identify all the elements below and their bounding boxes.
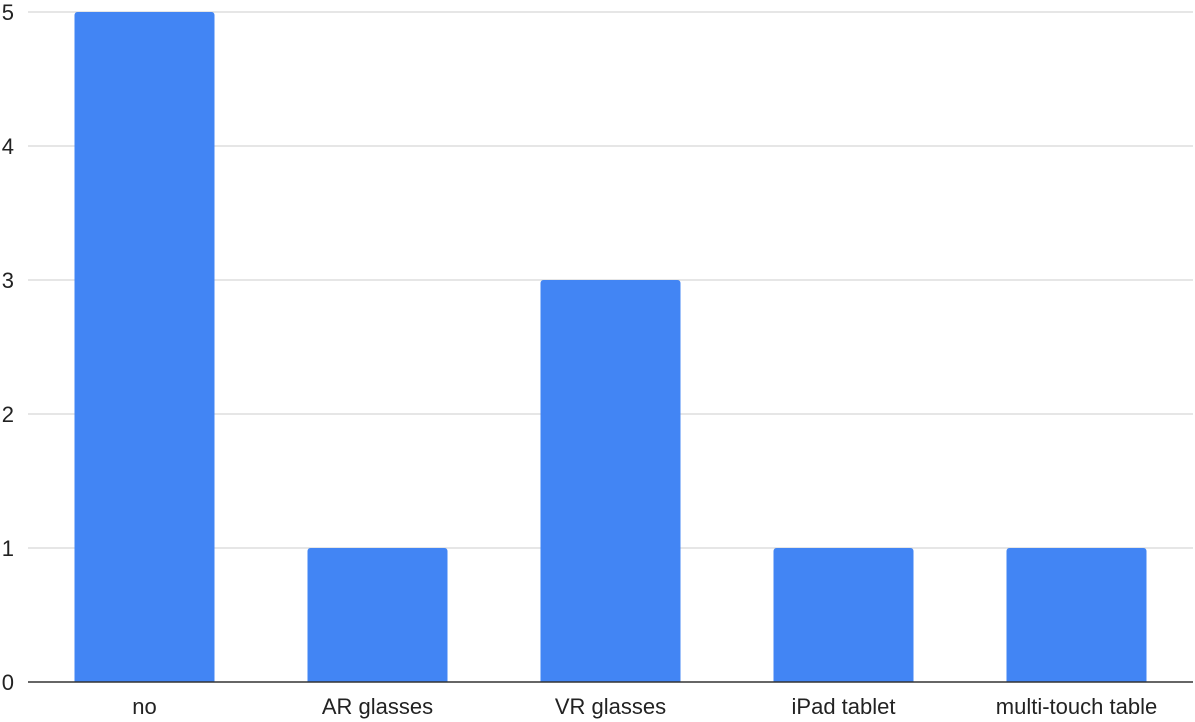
y-tick-label-4: 4 bbox=[2, 134, 14, 159]
bar-base-ipad-tablet bbox=[773, 678, 914, 682]
x-axis-category-labels: no AR glasses VR glasses iPad tablet multi-t… bbox=[132, 694, 1157, 719]
y-tick-label-0: 0 bbox=[2, 670, 14, 695]
bar-vr-glasses bbox=[540, 280, 681, 682]
bars bbox=[74, 12, 1147, 682]
x-category-label-ar-glasses: AR glasses bbox=[322, 694, 433, 719]
bar-multi-touch-table bbox=[1006, 548, 1147, 682]
bar-base-ar-glasses bbox=[307, 678, 448, 682]
bar-base-vr-glasses bbox=[540, 678, 681, 682]
bar-base-multi-touch-table bbox=[1006, 678, 1147, 682]
bar-base-no bbox=[74, 678, 215, 682]
bar-ar-glasses bbox=[307, 548, 448, 682]
y-tick-label-5: 5 bbox=[2, 0, 14, 25]
x-category-label-multi-touch-table: multi-touch table bbox=[996, 694, 1157, 719]
y-tick-label-3: 3 bbox=[2, 268, 14, 293]
y-tick-label-1: 1 bbox=[2, 536, 14, 561]
x-category-label-vr-glasses: VR glasses bbox=[555, 694, 666, 719]
x-category-label-ipad-tablet: iPad tablet bbox=[792, 694, 896, 719]
x-category-label-no: no bbox=[132, 694, 156, 719]
y-axis-tick-labels: 0 1 2 3 4 5 bbox=[2, 0, 14, 695]
y-tick-label-2: 2 bbox=[2, 402, 14, 427]
bar-ipad-tablet bbox=[773, 548, 914, 682]
bar-no bbox=[74, 12, 215, 682]
